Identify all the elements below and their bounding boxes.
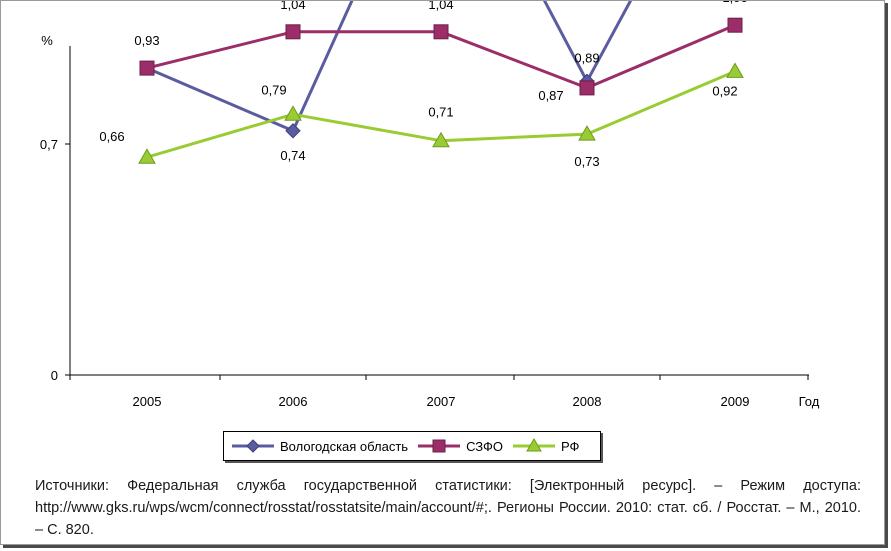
data-point-1-2 (285, 123, 301, 139)
data-point-3-1 (138, 148, 156, 164)
data-label: 0,87 (538, 88, 563, 103)
y-axis-label: % (41, 33, 53, 48)
data-point-2-5 (727, 17, 743, 33)
data-label: 1,06 (722, 1, 747, 5)
legend-item: СЗФО (416, 437, 503, 455)
legend-marker (526, 438, 542, 452)
data-label: 1,04 (280, 1, 305, 12)
series-line-1 (146, 1, 633, 133)
data-label: 0,73 (574, 154, 599, 169)
data-point-3-3 (432, 131, 450, 148)
x-tick-label: 2009 (721, 394, 750, 409)
data-label: 0,79 (261, 82, 286, 97)
data-point-2-2 (285, 24, 301, 40)
data-point-2-1 (139, 60, 155, 76)
source-note: Источники: Федеральная служба государств… (35, 478, 861, 538)
data-point-3-4 (578, 125, 596, 141)
legend-swatch (513, 438, 556, 452)
data-point-2-4 (579, 80, 595, 96)
data-label: 0,71 (428, 105, 453, 120)
legend-item: Вологодская область (230, 437, 408, 455)
x-axis-label: Год (799, 394, 820, 409)
data-label: 0,89 (574, 50, 599, 65)
chart-legend: Вологодская область СЗФО РФ (223, 431, 601, 461)
y-tick-label: 0 (51, 368, 58, 383)
legend-swatch (418, 439, 461, 453)
legend-label: Вологодская область (280, 438, 409, 454)
x-tick-label: 2008 (573, 394, 602, 409)
data-point-2-3 (433, 24, 449, 40)
data-label: 1,04 (428, 1, 453, 12)
x-tick-label: 2007 (427, 394, 456, 409)
x-tick-label: 2005 (133, 394, 162, 409)
legend-swatch (232, 439, 274, 453)
legend-marker (432, 439, 446, 453)
data-point-3-2 (284, 105, 302, 121)
data-point-3-5 (726, 62, 744, 78)
x-tick-label: 2006 (279, 394, 308, 409)
data-label: 0,66 (99, 129, 124, 144)
legend-marker (246, 439, 260, 453)
y-tick-label: 0,7 (40, 137, 58, 152)
legend-item: РФ (511, 437, 579, 455)
legend-label: СЗФО (466, 438, 504, 454)
legend-label: РФ (561, 438, 580, 454)
data-label: 0,74 (280, 148, 305, 163)
data-label: 0,93 (134, 33, 159, 48)
data-label: 0,92 (712, 83, 737, 98)
